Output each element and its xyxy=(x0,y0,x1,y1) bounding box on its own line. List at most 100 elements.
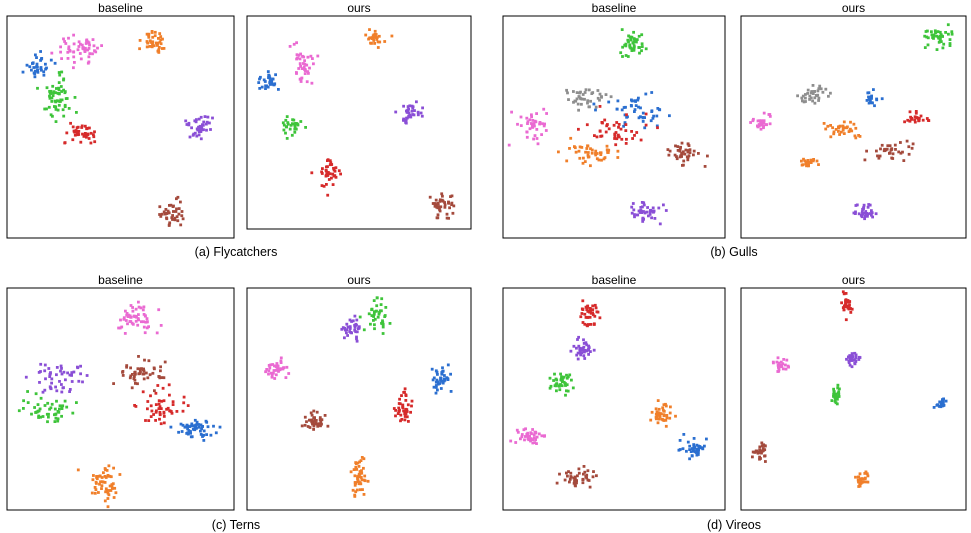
cluster-red xyxy=(133,383,190,426)
scatter-point xyxy=(302,65,306,69)
scatter-point xyxy=(364,33,368,37)
scatter-point xyxy=(360,471,364,475)
scatter-point xyxy=(815,94,819,98)
scatter-point xyxy=(381,332,385,335)
scatter-point xyxy=(532,433,536,437)
vireos-ours-plot: ours xyxy=(740,273,967,511)
scatter-point xyxy=(937,405,941,408)
scatter-point xyxy=(751,119,755,123)
scatter-point xyxy=(50,51,54,55)
scatter-point xyxy=(665,414,669,417)
scatter-point xyxy=(180,430,184,433)
scatter-point xyxy=(49,113,53,117)
scatter-point xyxy=(817,96,821,100)
scatter-point xyxy=(147,419,151,422)
scatter-point xyxy=(572,90,575,93)
scatter-point xyxy=(316,424,320,428)
scatter-point xyxy=(404,412,408,416)
scatter-point xyxy=(180,214,184,218)
scatter-point xyxy=(62,37,65,41)
scatter-point xyxy=(432,376,436,380)
scatter-point xyxy=(433,202,437,205)
cluster-brown xyxy=(158,195,185,227)
scatter-point xyxy=(594,149,598,153)
scatter-point xyxy=(199,423,203,427)
scatter-point xyxy=(659,412,663,415)
scatter-point xyxy=(128,320,132,323)
scatter-point xyxy=(42,70,46,74)
scatter-point xyxy=(619,51,623,55)
cluster-orange xyxy=(649,399,677,428)
scatter-point xyxy=(593,303,597,307)
scatter-point xyxy=(641,116,645,119)
scatter-point xyxy=(583,97,586,101)
scatter-point xyxy=(587,88,591,92)
scatter-point xyxy=(349,470,353,474)
scatter-point xyxy=(542,107,546,111)
scatter-point xyxy=(150,409,154,413)
scatter-point xyxy=(629,46,633,50)
scatter-point xyxy=(106,505,110,509)
vireos-baseline-plot: baseline xyxy=(502,273,726,511)
scatter-point xyxy=(332,166,335,170)
scatter-point xyxy=(762,119,766,123)
scatter-point xyxy=(809,96,813,100)
scatter-point xyxy=(697,450,700,454)
scatter-point xyxy=(143,358,146,362)
scatter-point xyxy=(49,58,53,62)
scatter-point xyxy=(939,37,942,41)
scatter-point xyxy=(655,410,659,414)
scatter-point xyxy=(625,137,628,141)
scatter-point xyxy=(154,410,158,414)
scatter-point xyxy=(348,327,352,330)
scatter-point xyxy=(303,59,306,63)
scatter-point xyxy=(526,120,530,123)
scatter-point xyxy=(847,355,850,359)
scatter-point xyxy=(372,39,376,42)
terns-ours-plot: ours xyxy=(246,273,472,511)
scatter-point xyxy=(354,490,358,494)
scatter-point xyxy=(626,38,630,42)
scatter-point xyxy=(131,373,134,376)
cluster-gray xyxy=(565,88,613,112)
scatter-point xyxy=(630,205,634,209)
scatter-point xyxy=(655,416,659,420)
scatter-point xyxy=(162,421,166,425)
scatter-point xyxy=(79,57,83,61)
scatter-point xyxy=(141,390,145,394)
scatter-point xyxy=(675,155,678,158)
scatter-point xyxy=(529,437,533,440)
scatter-point xyxy=(272,371,275,375)
scatter-point xyxy=(73,130,76,134)
scatter-point xyxy=(403,387,407,391)
scatter-point xyxy=(806,88,810,92)
scatter-point xyxy=(258,87,262,90)
scatter-point xyxy=(79,364,82,368)
scatter-point xyxy=(129,374,133,378)
scatter-point xyxy=(807,164,810,168)
scatter-point xyxy=(279,356,283,360)
scatter-point xyxy=(63,90,67,93)
scatter-point xyxy=(434,384,438,387)
scatter-point xyxy=(911,142,915,146)
scatter-point xyxy=(275,365,278,369)
scatter-point xyxy=(151,371,155,375)
scatter-point xyxy=(632,37,636,40)
scatter-point xyxy=(445,216,449,220)
scatter-point xyxy=(117,326,120,330)
scatter-point xyxy=(375,309,378,313)
scatter-point xyxy=(942,42,946,46)
scatter-point xyxy=(171,403,175,406)
cluster-red xyxy=(392,387,414,423)
scatter-point xyxy=(402,104,405,108)
scatter-point xyxy=(703,165,707,168)
scatter-point xyxy=(198,128,202,131)
scatter-point xyxy=(850,365,854,369)
scatter-point xyxy=(451,211,455,215)
scatter-point xyxy=(853,351,857,355)
scatter-point xyxy=(35,62,39,66)
scatter-point xyxy=(43,369,47,373)
scatter-point xyxy=(681,150,685,154)
scatter-point xyxy=(282,128,286,132)
scatter-point xyxy=(191,424,195,428)
